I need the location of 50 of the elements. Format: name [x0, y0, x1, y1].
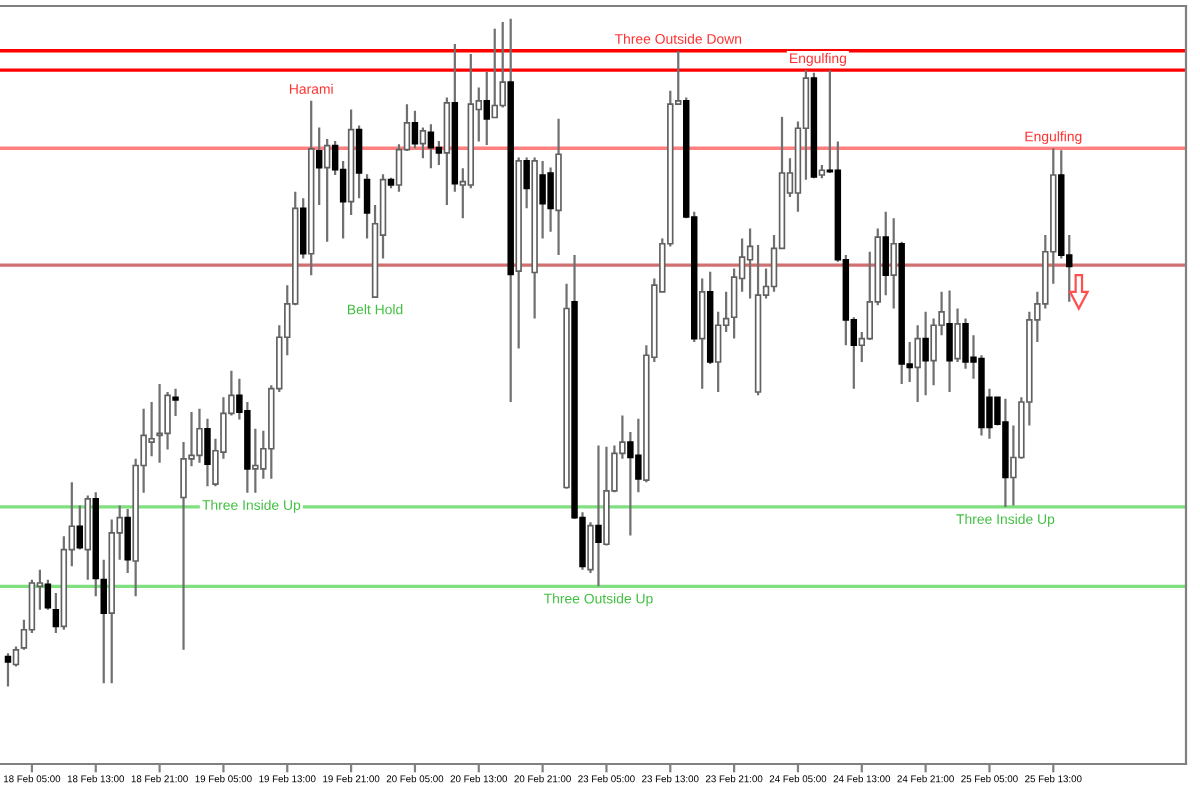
- candlestick: [435, 139, 443, 167]
- candlestick: [315, 126, 323, 207]
- candlestick: [196, 407, 203, 464]
- candlestick: [555, 117, 562, 257]
- candlestick: [531, 156, 538, 320]
- candlestick: [443, 96, 451, 207]
- candlestick: [754, 243, 762, 397]
- candlestick: [523, 156, 530, 210]
- candlestick: [539, 159, 546, 240]
- candlestick: [515, 156, 522, 350]
- candlestick: [355, 124, 363, 200]
- candlestick: [307, 99, 315, 277]
- candlestick: [52, 591, 60, 635]
- candlestick: [714, 310, 722, 394]
- candlestick: [76, 504, 84, 551]
- candlestick: [451, 42, 459, 193]
- candlestick: [347, 108, 355, 217]
- candlestick: [467, 52, 475, 190]
- candlestick: [363, 173, 371, 240]
- candlestick: [698, 277, 706, 390]
- candlestick: [706, 270, 714, 366]
- candlestick: [4, 652, 12, 688]
- candlestick: [427, 123, 435, 170]
- candlestick: [100, 558, 107, 685]
- candlestick: [172, 387, 179, 418]
- candlestick: [890, 217, 897, 310]
- candlestick: [244, 400, 251, 494]
- candlestick: [108, 518, 115, 685]
- candlestick: [323, 137, 331, 243]
- candlestick: [124, 507, 131, 575]
- candlestick: [547, 166, 554, 233]
- candlestick: [92, 491, 99, 598]
- candlestick: [882, 210, 889, 297]
- candlestick: [483, 71, 490, 147]
- candlestick: [1002, 397, 1009, 508]
- candlestick: [914, 324, 921, 404]
- candlestick: [204, 417, 211, 488]
- candlestick: [595, 444, 602, 588]
- candlestick: [156, 382, 163, 464]
- candlestick: [746, 227, 754, 300]
- candlestick: [954, 307, 961, 364]
- candlestick: [507, 17, 514, 404]
- candlestick: [563, 282, 570, 489]
- candlestick: [491, 27, 498, 119]
- candlestick: [922, 310, 929, 397]
- candlestick: [252, 427, 259, 494]
- candlestick: [84, 494, 92, 581]
- candlestick: [419, 126, 427, 160]
- candlestick: [946, 289, 953, 394]
- candlestick: [635, 417, 642, 494]
